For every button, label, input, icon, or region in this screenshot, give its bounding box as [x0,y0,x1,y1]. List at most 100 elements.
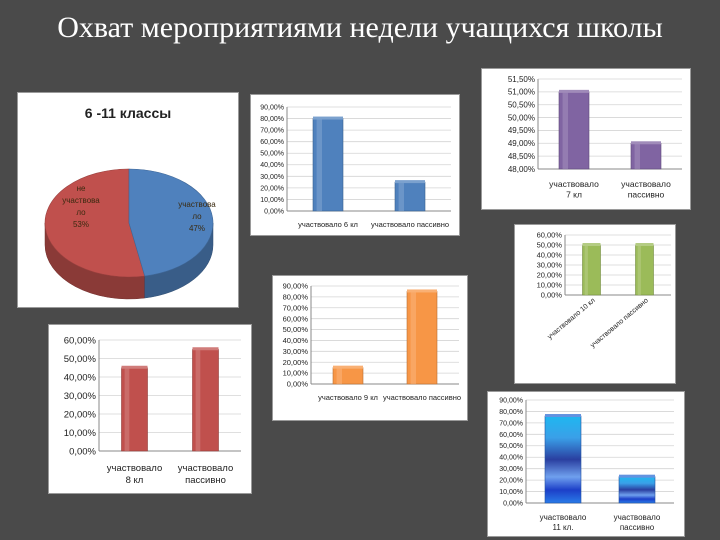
pie-slice-label: участвова [178,200,216,209]
bar-chart-8: 0,00% 10,00% 20,00% 30,00% 40,00% 50,00% 60,00… [64,335,241,486]
y-tick-label: 30,00% [260,174,284,181]
x-category-label: участвовало 10 кл [546,297,596,341]
x-category-label: участвовало пассивно [178,463,233,486]
x-category-label-line: 8 кл [126,475,144,486]
y-tick-label: 49,50% [508,126,535,135]
bar-highlight [584,245,588,295]
pie-chart-card: 6 -11 классы не участвова ло 53% участвова ло… [17,92,239,308]
pie-chart: не участвова ло 53% участвова ло 47% [44,168,216,300]
pie-slice-label: ло [192,212,202,221]
y-tick-label: 0,00% [541,291,563,300]
x-category-label-line: пассивно [185,475,226,486]
y-tick-label: 0,00% [287,380,309,389]
y-tick-label: 20,00% [283,358,309,367]
bar-highlight [398,182,404,211]
x-category-label-line: 7 кл [566,190,582,200]
bar-highlight [336,367,342,384]
x-category-label-line: участвовало [614,513,661,522]
bar-chart-6: 0,00% 10,00% 20,00% 30,00% 40,00% 50,00% 60,00… [260,104,451,229]
x-category-label: участвовало 11 кл. [540,513,587,532]
bar-cap [619,474,655,478]
y-tick-label: 30,00% [64,391,97,402]
y-tick-label: 90,00% [283,282,309,291]
pie-slice-label: не [77,184,86,193]
bar-cap [559,89,589,93]
y-tick-label: 50,00% [537,241,563,250]
bar-highlight [195,349,201,451]
x-category-label: участвовало 7 кл [549,179,599,200]
x-category-label: участвовало пассивно [589,297,649,349]
bar-cap [121,365,148,369]
bar-cap [395,180,425,184]
y-tick-label: 70,00% [499,420,523,427]
y-tick-label: 40,00% [64,372,97,383]
chart-card-10: 0,00% 10,00% 20,00% 30,00% 40,00% 50,00% 60,00… [514,224,676,384]
y-tick-label: 10,00% [499,489,523,496]
bar-highlight [410,291,416,384]
bar-cap [407,289,437,293]
y-tick-label: 49,00% [508,139,535,148]
chart-card-11: 0,00% 10,00% 20,00% 30,00% 40,00% 50,00% 60,00… [487,391,685,537]
bar-cap [631,141,661,145]
bar-cap [582,243,601,246]
bar-cap [635,243,654,246]
x-category-label: участвовало пассивно [621,179,671,200]
bar [544,415,582,504]
y-tick-label: 0,00% [503,500,523,507]
x-category-label-line: участвовало [549,179,599,189]
y-tick-label: 50,00% [64,354,97,365]
y-tick-label: 51,50% [508,75,535,84]
x-category-label: участвовало пассивно [614,513,661,532]
y-tick-label: 10,00% [537,281,563,290]
y-tick-label: 70,00% [260,128,284,135]
y-tick-label: 20,00% [64,409,97,420]
y-tick-label: 10,00% [260,197,284,204]
bar-highlight [634,143,640,169]
bar [406,291,438,385]
pie-slice [128,168,214,277]
y-tick-label: 40,00% [499,455,523,462]
pie-slice-label: участвова [62,196,100,205]
y-tick-label: 40,00% [260,162,284,169]
y-tick-label: 20,00% [260,185,284,192]
bar-highlight [562,91,568,169]
chart-card-9: 0,00% 10,00% 20,00% 30,00% 40,00% 50,00% 60,00… [272,275,468,421]
x-category-label-line: пассивно [628,190,665,200]
y-tick-label: 90,00% [260,104,284,111]
x-category-label: участвовало пассивно [371,220,449,229]
x-category-label-line: участвовало [107,463,162,474]
y-tick-label: 50,00% [283,325,309,334]
pie-slice-label: ло [76,208,86,217]
y-tick-label: 90,00% [499,397,523,404]
x-category-label-line: пассивно [620,523,655,532]
y-tick-label: 48,00% [508,165,535,174]
x-category-label-line: 11 кл. [552,523,573,532]
page-title: Охват мероприятиями недели учащихся школ… [57,11,663,44]
bar [630,142,662,170]
bar-chart-11: 0,00% 10,00% 20,00% 30,00% 40,00% 50,00% 60,00… [499,397,674,532]
y-tick-label: 20,00% [499,478,523,485]
pie-chart-title: 6 -11 классы [84,105,172,121]
chart-card-8: 0,00% 10,00% 20,00% 30,00% 40,00% 50,00% 60,00… [48,324,252,494]
y-tick-label: 48,50% [508,152,535,161]
y-tick-label: 80,00% [283,293,309,302]
y-tick-label: 0,00% [69,446,96,457]
y-tick-label: 30,00% [283,347,309,356]
x-category-label: участвовало 9 кл [318,393,378,402]
bar-chart-10: 0,00%10,00%20,00%30,00%40,00%50,00%60,00… [537,231,671,349]
y-tick-label: 0,00% [264,208,284,215]
y-tick-label: 80,00% [260,116,284,123]
bar-cap [192,347,219,351]
bar-cap [545,414,581,418]
y-tick-label: 20,00% [537,271,563,280]
y-tick-label: 70,00% [283,303,309,312]
y-tick-label: 50,50% [508,101,535,110]
bar-chart-9: 0,00% 10,00% 20,00% 30,00% 40,00% 50,00% 60,00… [283,282,461,402]
bar [312,118,344,212]
pie-slice-label: 47% [189,224,205,233]
y-tick-label: 40,00% [283,336,309,345]
y-tick-label: 50,00% [508,113,535,122]
bar-cap [313,116,343,120]
y-tick-label: 40,00% [537,251,563,260]
x-category-label-line: участвовало [540,513,587,522]
